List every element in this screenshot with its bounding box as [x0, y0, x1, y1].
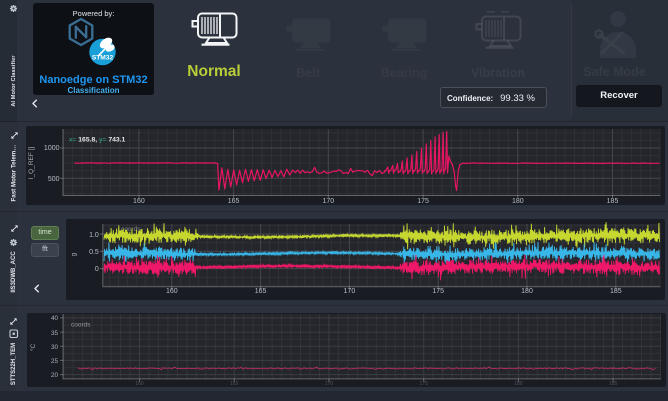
svg-text:185: 185: [610, 288, 622, 295]
svg-text:170: 170: [344, 288, 356, 295]
svg-text:30: 30: [51, 344, 59, 351]
svg-text:20: 20: [51, 372, 59, 379]
svg-text:175: 175: [420, 381, 429, 387]
svg-text:175: 175: [432, 288, 444, 295]
svg-text:175: 175: [417, 198, 429, 205]
svg-text:165: 165: [230, 381, 239, 387]
svg-text:STM32: STM32: [92, 55, 114, 62]
svg-text:180: 180: [521, 288, 533, 295]
svg-text:1.0: 1.0: [89, 232, 99, 239]
svg-text:I_Q_REF []: I_Q_REF []: [28, 147, 35, 180]
svg-text:185: 185: [609, 381, 618, 387]
svg-text:170: 170: [322, 198, 334, 205]
svg-text:25: 25: [51, 358, 59, 365]
svg-text:1000: 1000: [44, 145, 60, 152]
svg-text:165: 165: [228, 198, 240, 205]
svg-text:0.5: 0.5: [89, 249, 99, 256]
svg-text:165: 165: [255, 288, 267, 295]
svg-text:500: 500: [48, 176, 60, 183]
svg-text:g: g: [71, 252, 78, 256]
svg-text:160: 160: [133, 198, 145, 205]
svg-text:185: 185: [607, 198, 619, 205]
svg-text:180: 180: [512, 198, 524, 205]
svg-text:35: 35: [51, 330, 59, 337]
svg-text:x= 165.8, y= 743.1: x= 165.8, y= 743.1: [69, 137, 126, 144]
svg-text:°C: °C: [29, 344, 37, 352]
svg-text:180: 180: [514, 381, 523, 387]
svg-text:coords: coords: [121, 226, 141, 233]
svg-text:160: 160: [135, 381, 144, 387]
svg-text:170: 170: [325, 381, 334, 387]
svg-text:40: 40: [51, 315, 59, 322]
svg-text:0: 0: [95, 266, 99, 273]
svg-text:coords: coords: [71, 322, 91, 329]
svg-text:160: 160: [166, 288, 178, 295]
